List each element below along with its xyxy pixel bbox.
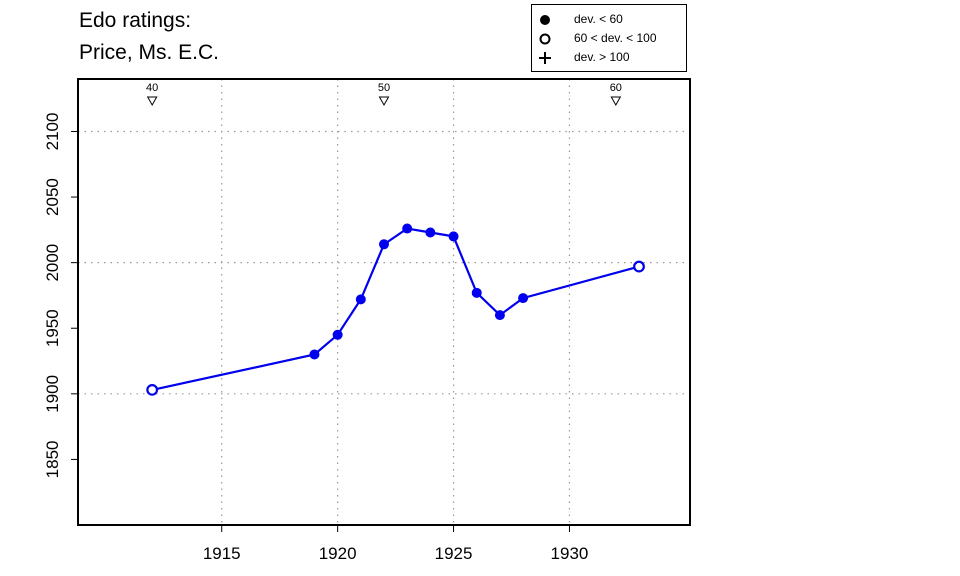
top-marker-layer: 40 50 60 xyxy=(146,82,622,107)
data-point xyxy=(309,349,320,360)
data-point xyxy=(379,239,389,250)
y-tick-label: 1900 xyxy=(43,375,62,413)
legend-label: dev. > 100 xyxy=(574,50,630,64)
top-marker-label: 40 xyxy=(146,82,158,94)
x-tick-label: 1930 xyxy=(551,544,589,563)
x-tick-label: 1915 xyxy=(203,544,241,563)
legend-label: dev. < 60 xyxy=(574,12,623,26)
chart-title-line-1: Edo ratings: xyxy=(79,9,192,32)
legend-entry: 60 < dev. < 100 xyxy=(532,30,686,48)
y-tick-label: 2100 xyxy=(43,113,62,151)
series-line xyxy=(151,227,640,391)
data-point xyxy=(494,310,505,321)
chart-title-line-2: Price, Ms. E.C. xyxy=(79,41,220,64)
y-tick-label: 2050 xyxy=(43,178,62,216)
triangle-down-icon xyxy=(378,96,390,107)
legend-label: 60 < dev. < 100 xyxy=(574,31,657,45)
series-layer xyxy=(146,223,645,396)
triangle-down-icon xyxy=(610,96,622,107)
top-marker-label: 50 xyxy=(378,82,390,94)
grid-layer xyxy=(78,79,690,525)
data-point xyxy=(402,223,413,234)
y-tick-label: 2000 xyxy=(43,244,62,282)
top-marker-label: 60 xyxy=(610,82,622,94)
legend-entry: dev. < 60 xyxy=(532,11,686,29)
x-tick-label: 1920 xyxy=(319,544,357,563)
data-point xyxy=(332,329,343,340)
plus-icon xyxy=(539,52,551,64)
x-tick-label: 1925 xyxy=(435,544,473,563)
triangle-down-icon xyxy=(146,96,158,107)
y-tick-label: 1950 xyxy=(43,309,62,347)
data-point xyxy=(518,293,529,304)
data-point xyxy=(425,227,436,238)
legend-entry: dev. > 100 xyxy=(532,49,686,67)
data-point xyxy=(633,260,645,273)
data-point xyxy=(471,287,482,298)
tick-layer: 1915 1920 1925 1930 1850 1900 1950 2000 2050 2100 xyxy=(43,113,588,563)
plot-frame xyxy=(77,78,691,526)
data-point xyxy=(448,231,459,242)
open-circle-icon xyxy=(539,33,551,45)
legend: dev. < 60 60 < dev. < 100 dev. > 100 xyxy=(531,4,687,72)
data-point xyxy=(355,294,366,305)
data-point xyxy=(146,383,159,396)
y-tick-label: 1850 xyxy=(43,440,62,478)
filled-circle-icon xyxy=(540,15,550,25)
